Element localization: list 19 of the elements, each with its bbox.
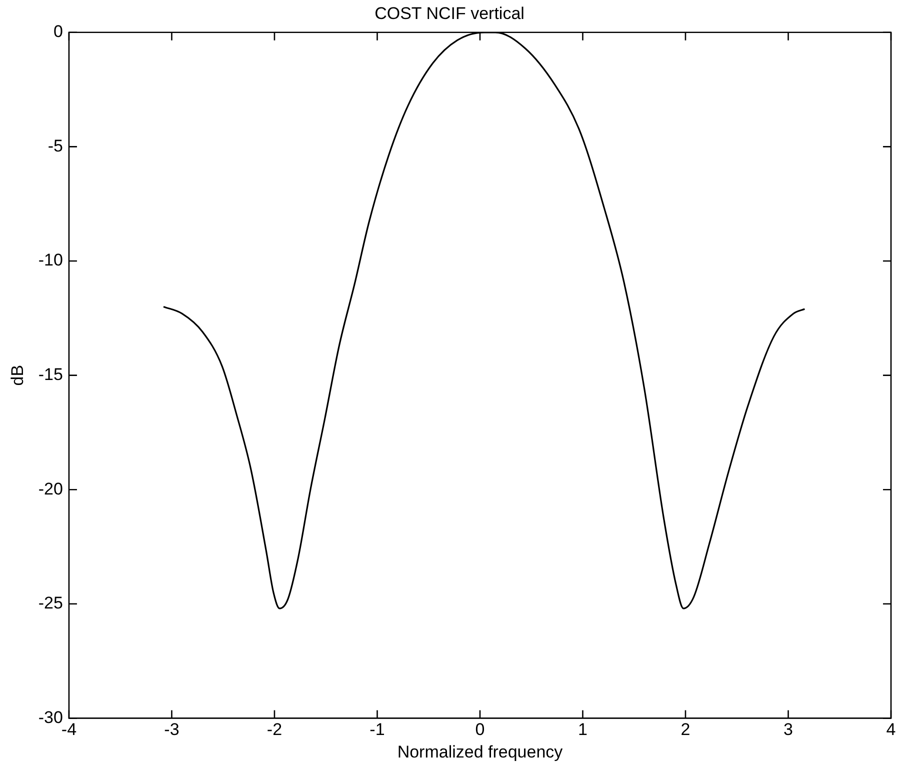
y-tick-label: -5 (48, 136, 63, 156)
x-tick-label: 3 (784, 720, 793, 740)
y-tick-label: -15 (38, 364, 63, 384)
y-tick-label: -20 (38, 479, 63, 498)
x-tick-label: 4 (886, 720, 896, 740)
y-tick-label: 0 (54, 22, 63, 42)
chart-title: COST NCIF vertical (374, 4, 524, 23)
y-tick-label: -25 (38, 594, 63, 613)
x-tick-label: 0 (475, 720, 485, 740)
y-tick-label: -30 (38, 708, 63, 727)
x-tick-label: -2 (266, 720, 282, 740)
x-tick-label: -3 (164, 720, 180, 740)
x-axis-title: Normalized frequency (397, 742, 564, 762)
x-tick-label: -4 (61, 720, 77, 740)
y-tick-label: -10 (38, 250, 63, 270)
x-tick-label: 2 (680, 720, 690, 740)
y-axis-title: dB (8, 364, 27, 386)
x-tick-label: 1 (578, 720, 588, 740)
x-tick-label: -1 (370, 720, 385, 740)
